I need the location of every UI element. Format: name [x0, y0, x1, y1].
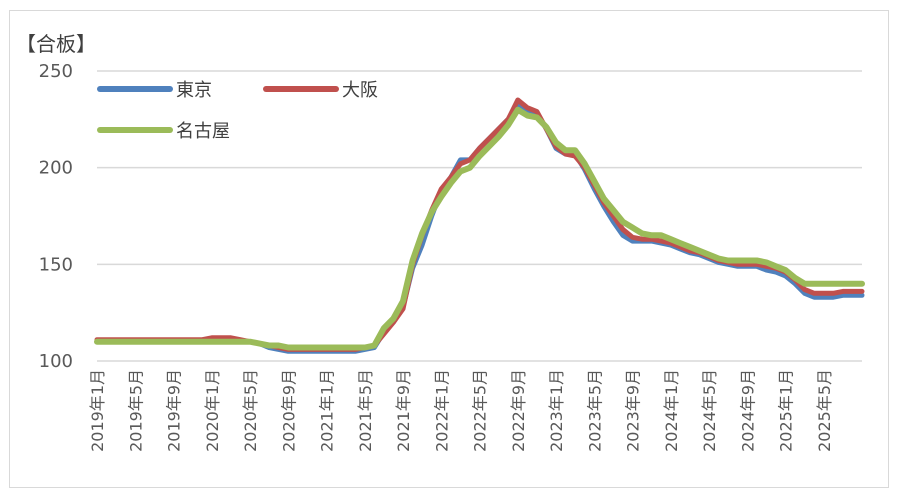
x-tick-label: 2024年5月	[700, 369, 719, 452]
legend-label-1: 東京	[176, 80, 212, 101]
x-tick-label: 2025年5月	[815, 369, 834, 452]
chart-frame: 【合板】 100 150 200 250 2019年1月 2019年5月 2019年9月 2…	[9, 10, 889, 488]
legend-label-3: 名古屋	[176, 121, 230, 142]
y-tick-label: 250	[39, 61, 73, 82]
chart-canvas: 【合板】 100 150 200 250 2019年1月 2019年5月 2019年9月 2…	[16, 32, 865, 452]
x-tick-label: 2023年5月	[585, 369, 604, 452]
x-tick-label: 2022年5月	[471, 369, 490, 452]
unit-label: 【合板】	[16, 32, 96, 56]
x-tick-label: 2019年5月	[126, 369, 145, 452]
y-tick-label: 150	[39, 254, 73, 275]
x-tick-label: 2020年9月	[279, 369, 298, 452]
x-tick-label: 2021年9月	[394, 369, 413, 452]
y-tick-label: 100	[39, 351, 73, 372]
y-tick-label: 200	[39, 158, 73, 179]
x-tick-label: 2023年9月	[624, 369, 643, 452]
x-tick-label: 2024年1月	[662, 369, 681, 452]
x-tick-label: 2023年1月	[547, 369, 566, 452]
series-line-3	[94, 106, 865, 351]
x-tick-label: 2020年5月	[241, 369, 260, 452]
legend-label-2: 大阪	[342, 80, 378, 101]
x-tick-label: 2021年5月	[356, 369, 375, 452]
x-tick-label: 2024年9月	[738, 369, 757, 452]
x-tick-label: 2019年9月	[165, 369, 184, 452]
series-line-2	[94, 97, 865, 352]
x-tick-label: 2019年1月	[88, 369, 107, 452]
x-tick-label: 2022年1月	[432, 369, 451, 452]
x-tick-label: 2025年1月	[777, 369, 796, 452]
x-tick-label: 2021年1月	[318, 369, 337, 452]
x-tick-label: 2022年9月	[509, 369, 528, 452]
x-tick-label: 2020年1月	[203, 369, 222, 452]
